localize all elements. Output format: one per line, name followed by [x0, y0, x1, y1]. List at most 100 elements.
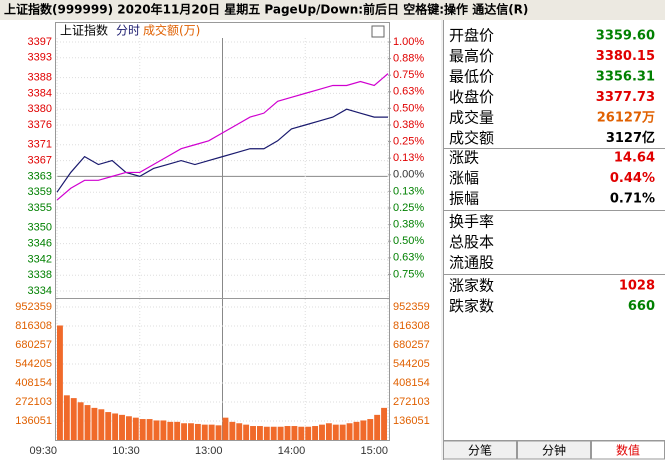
y-tick-label: 680257 [15, 339, 52, 351]
volume-bar [339, 424, 346, 440]
title-bar: 上证指数(999999) 2020年11月20日 星期五 PageUp/Down… [4, 2, 528, 17]
panel-value: 660 [628, 299, 655, 314]
volume-bar [236, 423, 243, 440]
volume-bar [201, 424, 208, 440]
panel-value: 14.64 [614, 151, 655, 166]
y-tick-label: 3359 [28, 186, 52, 198]
volume-bar [270, 426, 277, 440]
volume-bar [174, 421, 181, 440]
panel-label: 涨跌 [449, 149, 479, 167]
volume-bar [57, 325, 63, 440]
y-tick-label: 816308 [15, 320, 52, 332]
volume-bar [250, 426, 256, 440]
x-tick-label: 14:00 [278, 445, 306, 457]
y2-tick-label: 0.25% [393, 136, 424, 148]
tab-label[interactable]: 分笔 [468, 443, 492, 458]
volume-bar [139, 419, 146, 440]
y-tick-label: 3338 [28, 269, 52, 281]
panel-value: 3356.31 [596, 70, 655, 85]
y-tick-label: 3380 [28, 103, 52, 115]
panel-value: 1028 [619, 279, 655, 294]
chart-bg [0, 20, 441, 460]
y2-tick-label: 0.13% [393, 152, 424, 164]
volume-bar [332, 424, 339, 440]
y-tick-label: 3393 [28, 52, 52, 64]
y-tick-label: 3350 [28, 222, 52, 234]
volume-title: 成交额(万) [143, 23, 200, 38]
panel-value: 0.71% [610, 192, 655, 207]
panel-value: 3127亿 [606, 130, 655, 146]
chart-title: 上证指数 [60, 23, 108, 38]
panel-label: 换手率 [449, 213, 494, 231]
volume-bar [208, 424, 215, 440]
panel-label: 总股本 [449, 233, 494, 251]
volume-bar [63, 395, 70, 440]
panel-value: 0.44% [610, 171, 655, 186]
y2-tick-label: 0.63% [393, 252, 424, 264]
panel-value: 3359.60 [596, 29, 655, 44]
y2-tick-label: 0.50% [393, 102, 424, 114]
y2-tick-label: 0.13% [393, 185, 424, 197]
panel-value: 26127万 [597, 111, 655, 126]
y-tick-label: 544205 [15, 358, 52, 370]
panel-label: 涨家数 [449, 277, 494, 295]
volume-bar [277, 426, 284, 440]
x-tick-label: 13:00 [195, 445, 223, 457]
volume-bar [319, 424, 325, 440]
y-tick-label: 3363 [28, 170, 52, 182]
volume-bar [112, 413, 119, 440]
y-tick-label-right: 544205 [393, 358, 430, 370]
volume-bar [167, 421, 174, 440]
y-tick-label: 136051 [15, 415, 52, 427]
volume-bar [256, 426, 263, 440]
volume-bar [222, 417, 229, 440]
chart-frame [55, 22, 390, 441]
y-tick-label: 3376 [28, 119, 52, 131]
y-tick-label: 3397 [28, 36, 52, 48]
price-line [56, 73, 389, 201]
y-tick-label: 952359 [15, 301, 52, 313]
volume-bar [194, 423, 201, 440]
y-tick-label: 408154 [15, 377, 52, 389]
y2-tick-label: 0.75% [393, 268, 424, 280]
volume-bar [91, 407, 98, 440]
y-tick-label: 3388 [28, 71, 52, 83]
price-line [56, 108, 388, 193]
volume-bar [146, 419, 153, 440]
info-panel [443, 20, 665, 460]
y-tick-label: 3384 [28, 87, 52, 99]
tab[interactable] [443, 440, 517, 460]
panel-label: 最低价 [449, 68, 494, 86]
volume-bar [263, 426, 270, 440]
toggle-button[interactable] [371, 25, 385, 38]
title-bar-bg [0, 0, 665, 20]
volume-bar [70, 398, 77, 440]
volume-bar [215, 425, 222, 440]
chart-mode[interactable]: 分时 [116, 24, 140, 38]
tab-label[interactable]: 数值 [616, 443, 640, 458]
volume-bar [98, 409, 105, 440]
tab[interactable] [517, 440, 591, 460]
y2-tick-label: 0.38% [393, 219, 424, 231]
y-tick-label-right: 680257 [393, 339, 430, 351]
y2-tick-label: 1.00% [393, 36, 424, 48]
volume-bar [188, 423, 194, 440]
panel-value: 3377.73 [596, 90, 655, 105]
volume-bar [298, 426, 305, 440]
panel-label: 涨幅 [449, 169, 479, 187]
panel-label: 成交额 [449, 129, 494, 147]
volume-bar [105, 412, 112, 440]
x-tick-label: 10:30 [112, 445, 140, 457]
tab-label[interactable]: 分钟 [542, 443, 566, 458]
y-tick-label: 3371 [28, 139, 52, 151]
volume-bar [77, 402, 84, 440]
y2-tick-label: 0.38% [393, 119, 424, 131]
y2-tick-label: 0.00% [393, 169, 424, 181]
volume-bar [353, 421, 360, 440]
y2-tick-label: 0.50% [393, 235, 424, 247]
y2-tick-label: 0.88% [393, 53, 424, 65]
volume-bar [160, 420, 167, 440]
y-tick-label-right: 136051 [393, 415, 430, 427]
volume-bar [84, 405, 91, 440]
volume-bar [229, 421, 236, 440]
